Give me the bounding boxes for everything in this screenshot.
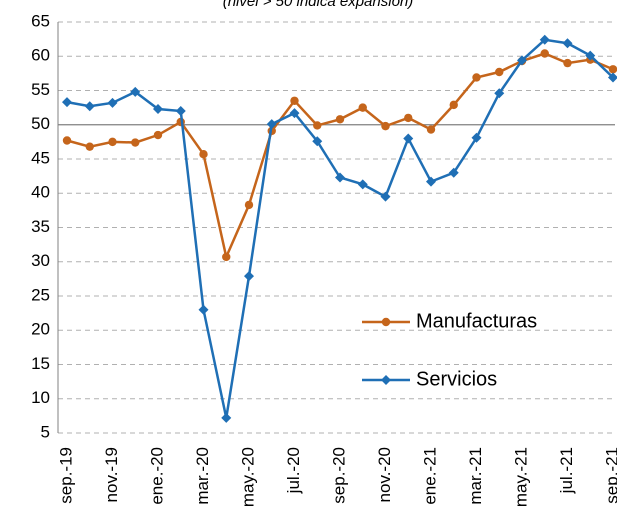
point <box>290 96 299 105</box>
point <box>494 88 505 99</box>
y-tick-label: 65 <box>31 11 50 30</box>
point <box>108 137 117 147</box>
x-tick-label: nov.-19 <box>102 447 121 502</box>
point <box>222 252 231 262</box>
point <box>62 97 72 108</box>
point <box>495 67 504 77</box>
series-line <box>66 38 614 419</box>
point <box>62 136 72 145</box>
y-tick-label: 30 <box>31 251 50 270</box>
y-tick-label: 25 <box>31 285 50 304</box>
y-tick-label: 60 <box>31 46 50 65</box>
point <box>153 103 163 114</box>
point <box>380 191 391 202</box>
y-tick-label: 5 <box>41 422 50 441</box>
point <box>381 121 390 131</box>
x-tick-label: may.-20 <box>238 447 257 507</box>
point <box>107 97 118 108</box>
point <box>244 271 254 282</box>
point <box>131 138 140 147</box>
point <box>471 132 482 143</box>
point <box>608 65 617 74</box>
point <box>585 50 596 61</box>
x-tick-label: ene.-21 <box>420 447 439 505</box>
y-tick-label: 15 <box>31 354 50 373</box>
series <box>62 34 617 423</box>
point <box>153 130 163 140</box>
y-tick-label: 45 <box>31 148 50 167</box>
point <box>426 176 436 187</box>
x-tick-label: sep.-21 <box>602 447 617 504</box>
point <box>517 55 527 66</box>
x-tick-label: mar.-20 <box>193 447 212 505</box>
series <box>62 49 617 262</box>
point <box>426 125 436 134</box>
point <box>608 72 617 83</box>
x-tick-label: mar.-21 <box>466 447 485 505</box>
point <box>312 136 323 147</box>
point <box>357 179 368 190</box>
x-tick-label: nov.-20 <box>375 447 394 502</box>
y-tick-label: 20 <box>31 320 50 339</box>
chart-subtitle: (nivel > 50 indica expansión) <box>223 0 414 10</box>
point <box>313 121 322 130</box>
legend-label: Manufacturas <box>416 310 537 332</box>
point <box>335 172 345 183</box>
x-tick-label: jul.-21 <box>557 447 576 494</box>
point <box>199 150 208 159</box>
x-tick-label: sep.-20 <box>329 447 348 504</box>
x-tick-label: sep.-19 <box>56 447 75 504</box>
series-line <box>66 52 614 261</box>
legend-label: Servicios <box>416 368 497 390</box>
point <box>85 142 94 151</box>
point <box>563 58 572 68</box>
point <box>449 100 458 110</box>
y-tick-label: 40 <box>31 183 50 202</box>
point <box>175 106 186 117</box>
point <box>266 119 277 130</box>
legend-marker <box>381 317 391 327</box>
point <box>244 200 254 210</box>
y-tick-label: 35 <box>31 217 50 236</box>
y-tick-label: 55 <box>31 80 50 99</box>
point <box>562 38 573 49</box>
point <box>84 101 95 112</box>
point <box>472 73 481 82</box>
legend-marker <box>381 375 391 385</box>
point <box>404 113 413 123</box>
x-tick-label: jul.-20 <box>284 447 303 494</box>
point <box>358 103 367 112</box>
x-tick-label: ene.-20 <box>147 447 166 505</box>
point <box>130 86 141 97</box>
point <box>448 167 459 178</box>
x-tick-label: may.-21 <box>511 447 530 507</box>
point <box>221 412 232 423</box>
point <box>335 115 345 124</box>
y-tick-label: 50 <box>31 114 50 133</box>
point <box>540 49 549 58</box>
point <box>539 34 550 45</box>
point <box>403 133 414 144</box>
y-tick-label: 10 <box>31 388 50 407</box>
point <box>289 108 300 119</box>
point <box>198 304 209 315</box>
